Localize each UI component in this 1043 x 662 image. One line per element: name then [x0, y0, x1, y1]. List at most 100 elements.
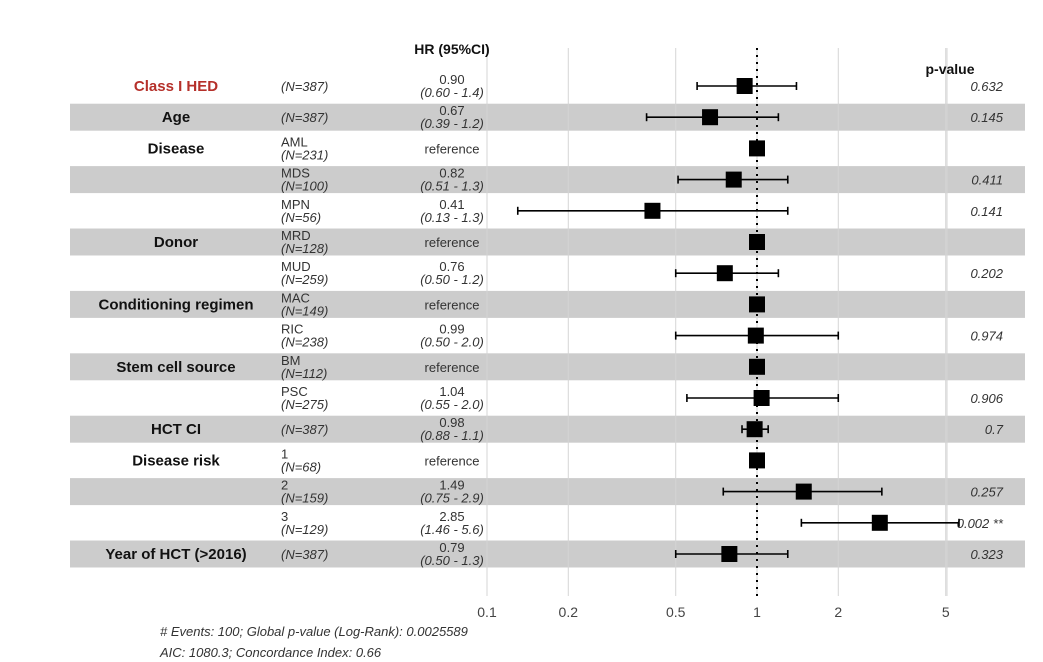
ci-label: (0.50 - 1.3): [420, 553, 484, 568]
hr-label: 0.76: [439, 259, 464, 274]
n-label: (N=128): [281, 241, 328, 256]
level-label: MAC: [281, 290, 310, 305]
level-label: PSC: [281, 384, 308, 399]
hr-label: 0.41: [439, 197, 464, 212]
reference-label: reference: [425, 141, 480, 156]
level-label: 2: [281, 478, 288, 493]
hr-marker: [753, 390, 770, 406]
n-label: (N=387): [281, 110, 328, 125]
x-tick-label: 1: [753, 604, 761, 620]
level-label: MPN: [281, 197, 310, 212]
hr-marker: [795, 483, 812, 500]
hr-marker: [749, 234, 765, 250]
level-label: AML: [281, 134, 308, 149]
variable-label: Conditioning regimen: [99, 296, 254, 313]
hr-marker: [749, 140, 765, 157]
hr-header: HR (95%CI): [414, 41, 489, 57]
variable-label: Disease: [148, 140, 205, 157]
variable-label: Disease risk: [132, 452, 220, 469]
reference-label: reference: [425, 297, 480, 312]
n-label: (N=259): [281, 272, 328, 287]
ci-label: (0.50 - 1.2): [420, 272, 484, 287]
variable-label: Donor: [154, 234, 198, 251]
level-label: RIC: [281, 322, 303, 337]
p-value: 0.002 **: [957, 516, 1004, 531]
hr-marker: [749, 452, 765, 469]
hr-marker: [716, 265, 733, 282]
ci-label: (0.50 - 2.0): [420, 335, 484, 350]
variable-label: Class I HED: [134, 78, 218, 95]
hr-marker: [871, 514, 888, 531]
hr-marker: [702, 109, 719, 126]
n-label: (N=231): [281, 147, 328, 162]
ci-label: (0.55 - 2.0): [420, 397, 484, 412]
n-label: (N=149): [281, 303, 328, 318]
n-label: (N=275): [281, 397, 328, 412]
reference-label: reference: [425, 360, 480, 375]
hr-label: 1.49: [439, 478, 464, 493]
pvalue-header: p-value: [925, 61, 974, 77]
ci-label: (0.88 - 1.1): [420, 428, 484, 443]
p-value: 0.974: [970, 329, 1003, 344]
hr-label: 0.79: [439, 540, 464, 555]
variable-label: HCT CI: [151, 421, 201, 438]
ci-label: (1.46 - 5.6): [420, 522, 484, 537]
n-label: (N=159): [281, 491, 328, 506]
level-label: 1: [281, 446, 288, 461]
ci-label: (0.13 - 1.3): [420, 210, 484, 225]
ci-label: (0.75 - 2.9): [420, 491, 484, 506]
p-value: 0.7: [985, 422, 1004, 437]
level-label: 3: [281, 509, 288, 524]
p-value: 0.202: [970, 266, 1003, 281]
level-label: MDS: [281, 166, 310, 181]
hr-marker: [747, 327, 764, 344]
n-label: (N=56): [281, 210, 321, 225]
n-label: (N=129): [281, 522, 328, 537]
row-band: [70, 166, 1025, 194]
hr-marker: [736, 78, 753, 94]
p-value: 0.906: [970, 391, 1003, 406]
hr-marker: [725, 171, 742, 188]
hr-label: 1.04: [439, 384, 464, 399]
ci-label: (0.39 - 1.2): [420, 116, 484, 131]
variable-label: Year of HCT (>2016): [105, 546, 246, 563]
n-label: (N=387): [281, 547, 328, 562]
hr-marker: [749, 296, 765, 313]
n-label: (N=238): [281, 335, 328, 350]
ci-label: (0.60 - 1.4): [420, 85, 484, 100]
hr-marker: [749, 358, 765, 375]
p-value: 0.323: [970, 547, 1003, 562]
row-band: [70, 540, 1025, 568]
p-value: 0.632: [970, 79, 1003, 94]
ci-label: (0.51 - 1.3): [420, 179, 484, 194]
hr-label: 0.90: [439, 72, 464, 87]
n-label: (N=112): [281, 366, 327, 381]
x-tick-label: 2: [834, 604, 842, 620]
hr-marker: [644, 202, 661, 219]
row-band: [70, 290, 1025, 318]
reference-label: reference: [425, 453, 480, 468]
hr-label: 0.82: [439, 166, 464, 181]
variable-label: Age: [162, 109, 190, 126]
footnote-aic: AIC: 1080.3; Concordance Index: 0.66: [160, 645, 382, 660]
p-value: 0.257: [970, 485, 1003, 500]
n-label: (N=387): [281, 79, 328, 94]
p-value: 0.411: [971, 173, 1003, 188]
x-tick-label: 0.1: [477, 604, 497, 620]
row-band: [70, 415, 1025, 443]
hr-marker: [746, 421, 763, 438]
level-label: BM: [281, 353, 301, 368]
level-label: MUD: [281, 259, 311, 274]
x-tick-label: 0.5: [666, 604, 686, 620]
n-label: (N=100): [281, 179, 328, 194]
p-value: 0.145: [970, 110, 1003, 125]
hr-label: 0.98: [439, 415, 464, 430]
n-label: (N=387): [281, 422, 328, 437]
row-band: [70, 228, 1025, 256]
footnote-events: # Events: 100; Global p-value (Log-Rank)…: [160, 624, 468, 639]
level-label: MRD: [281, 228, 311, 243]
variable-label: Stem cell source: [116, 359, 235, 376]
p-value: 0.141: [970, 204, 1003, 219]
hr-label: 2.85: [439, 509, 464, 524]
